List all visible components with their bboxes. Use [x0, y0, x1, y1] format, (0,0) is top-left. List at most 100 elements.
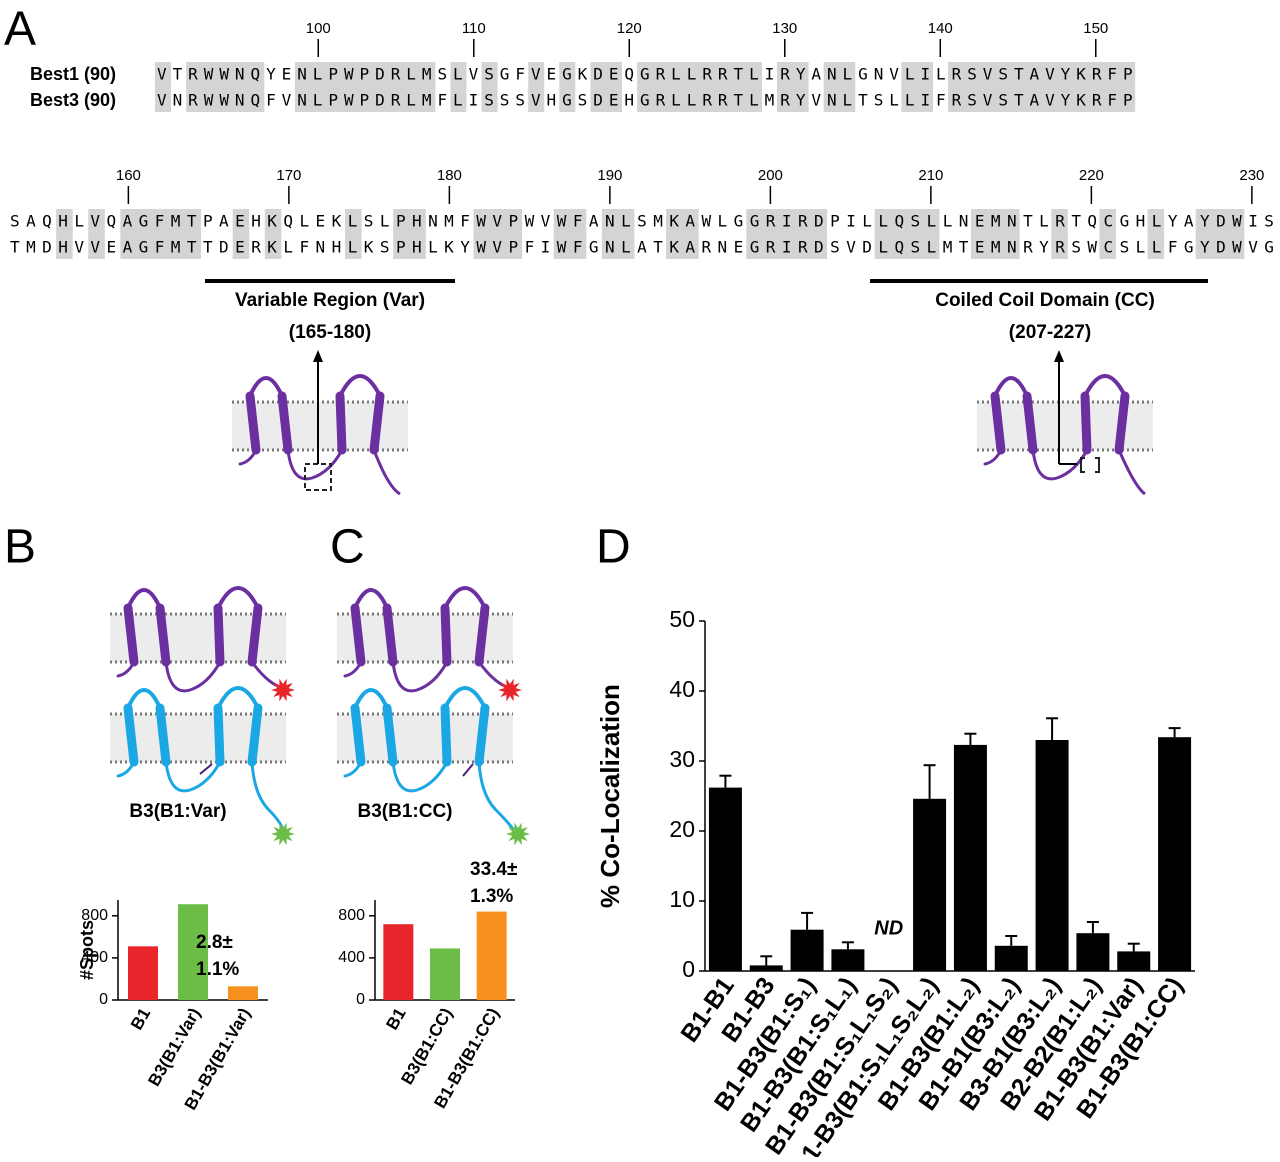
construct-label: B3(B1:CC) — [358, 801, 453, 822]
bar — [953, 744, 987, 971]
sequence-name: Best1 (90) — [30, 64, 116, 84]
identity-shade — [357, 62, 374, 112]
identity-shade — [136, 209, 153, 259]
y-axis-label: % Co-Localization — [595, 684, 625, 908]
bar — [1158, 737, 1192, 971]
topology-diagram — [975, 350, 1155, 496]
panel-label: A — [4, 3, 36, 56]
topology-diagram — [230, 350, 410, 496]
identity-shade — [590, 62, 607, 112]
identity-shade — [792, 62, 809, 112]
identity-shade — [916, 62, 933, 112]
position-label: 180 — [437, 167, 462, 184]
sequence: VTRWWNQYENLPWPDRLMSLVSGFVEGKDEQGRLLRRTLI… — [157, 65, 1133, 84]
fluorophore — [498, 678, 522, 702]
identity-shade — [450, 62, 467, 112]
region-name: Variable Region (Var) — [235, 290, 425, 311]
identity-shade — [1056, 62, 1073, 112]
identity-shade — [155, 62, 172, 112]
identity-shade — [906, 209, 924, 259]
fluorophore — [271, 678, 295, 702]
identity-shade — [326, 62, 343, 112]
identity-shade — [505, 209, 523, 259]
identity-shade — [1103, 62, 1120, 112]
identity-shade — [341, 62, 358, 112]
identity-shade — [1211, 209, 1229, 259]
position-label: 230 — [1239, 167, 1264, 184]
identity-shade — [699, 62, 716, 112]
y-tick-label: 0 — [99, 991, 108, 1008]
y-tick-label: 400 — [338, 949, 365, 966]
identity-shade — [419, 62, 436, 112]
identity-shade — [345, 209, 362, 259]
identity-shade — [120, 209, 137, 259]
bar — [430, 948, 460, 1000]
bar — [749, 965, 783, 971]
position-label: 220 — [1079, 167, 1104, 184]
bar — [1076, 933, 1110, 971]
identity-shade — [489, 209, 507, 259]
position-label: 140 — [928, 20, 953, 37]
identity-shade — [559, 62, 576, 112]
identity-shade — [184, 209, 202, 259]
identity-shade — [409, 209, 426, 259]
identity-shade — [152, 209, 169, 259]
y-axis-label: #Spots — [77, 920, 97, 980]
identity-shade — [201, 62, 218, 112]
identity-shade — [839, 62, 856, 112]
position-label: 210 — [918, 167, 943, 184]
position-label: 120 — [617, 20, 642, 37]
x-tick-label: B1 — [382, 1005, 409, 1033]
identity-shade — [310, 62, 327, 112]
identity-shade — [823, 62, 840, 112]
bar — [228, 986, 258, 1000]
bar — [383, 924, 414, 1000]
identity-shade — [652, 62, 669, 112]
position-label: 170 — [276, 167, 301, 184]
bar — [476, 911, 507, 1000]
alignment: Best1 (90) VTRWWNQYENLPWPDRLMSLVSGFVEGKDE… — [10, 20, 1274, 259]
sequence: VNRWWNQFVNLPWPDRLMFLISSSVHGSDEHGRLLRRTLM… — [157, 91, 1133, 110]
identity-shade — [601, 209, 619, 259]
identity-shade — [901, 62, 918, 112]
identity-shade — [1010, 62, 1027, 112]
topology-diagram — [335, 688, 517, 833]
fluorophores — [271, 678, 530, 846]
position-label: 100 — [306, 20, 331, 37]
identity-shade — [1025, 62, 1042, 112]
bar — [178, 904, 208, 1000]
annotation: 1.1% — [196, 959, 239, 980]
identity-shade — [1227, 209, 1245, 259]
identity-shade — [1072, 62, 1089, 112]
y-tick-label: 800 — [338, 907, 365, 924]
identity-shade — [264, 209, 282, 259]
identity-shade — [746, 209, 763, 259]
identity-shade — [666, 209, 683, 259]
region-name: Coiled Coil Domain (CC) — [935, 290, 1155, 311]
y-tick-label: 0 — [682, 956, 695, 982]
identity-shade — [569, 209, 587, 259]
y-tick-label: 800 — [81, 907, 108, 924]
construct-label: B3(B1:Var) — [129, 801, 226, 822]
identity-shade — [794, 209, 811, 259]
identity-shade — [1119, 62, 1136, 112]
region-range: (165-180) — [289, 322, 371, 343]
identity-shade — [473, 209, 490, 259]
position-label: 130 — [772, 20, 797, 37]
y-tick-label: 10 — [669, 886, 695, 912]
topology-diagram — [108, 588, 288, 691]
identity-shade — [683, 62, 700, 112]
identity-shade — [1051, 209, 1068, 259]
identity-shade — [948, 62, 965, 112]
x-tick-label: B1 — [127, 1005, 154, 1033]
y-tick-label: 30 — [669, 746, 695, 772]
identity-shade — [1147, 209, 1165, 259]
position-label: 150 — [1083, 20, 1108, 37]
identity-shade — [217, 62, 234, 112]
identity-shade — [922, 209, 940, 259]
identity-shade — [56, 209, 73, 259]
identity-shade — [730, 62, 747, 112]
identity-shade — [890, 209, 908, 259]
identity-shade — [971, 209, 988, 259]
identity-shade — [714, 62, 731, 112]
